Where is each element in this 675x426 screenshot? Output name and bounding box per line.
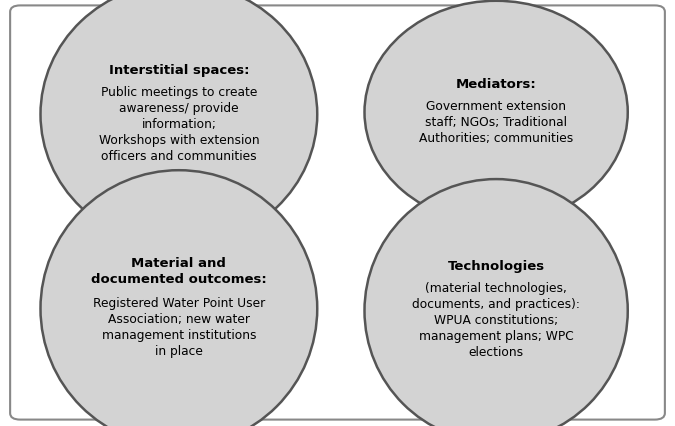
Text: (material technologies,
documents, and practices):
WPUA constitutions;
managemen: (material technologies, documents, and p… [412, 282, 580, 358]
Text: Registered Water Point User
Association; new water
management institutions
in pl: Registered Water Point User Association;… [92, 296, 265, 357]
Text: Material and
documented outcomes:: Material and documented outcomes: [91, 256, 267, 285]
Ellipse shape [364, 180, 628, 426]
Text: Interstitial spaces:: Interstitial spaces: [109, 63, 249, 76]
Ellipse shape [364, 2, 628, 224]
Text: Government extension
staff; NGOs; Traditional
Authorities; communities: Government extension staff; NGOs; Tradit… [419, 100, 573, 144]
Ellipse shape [40, 0, 317, 246]
Text: Technologies: Technologies [448, 259, 545, 272]
Text: Public meetings to create
awareness/ provide
information;
Workshops with extensi: Public meetings to create awareness/ pro… [99, 86, 259, 162]
FancyBboxPatch shape [10, 6, 665, 420]
Ellipse shape [40, 171, 317, 426]
Text: Mediators:: Mediators: [456, 78, 537, 90]
